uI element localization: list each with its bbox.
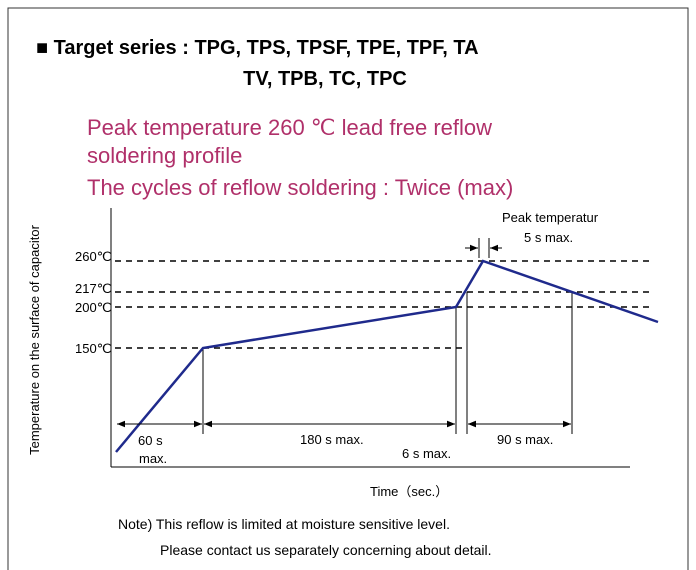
temp-label: 217℃ bbox=[75, 281, 111, 296]
y-axis-label: Temperature on the surface of capacitor bbox=[27, 224, 42, 454]
temp-label: 150℃ bbox=[75, 341, 111, 356]
temp-label: 200℃ bbox=[75, 300, 111, 315]
x-axis-label: Time（sec.） bbox=[370, 484, 448, 499]
note: Note) This reflow is limited at moisture… bbox=[118, 516, 450, 532]
duration-label: 6 s max. bbox=[402, 446, 451, 461]
frame bbox=[7, 7, 689, 570]
title: ■ Target series : TPG, TPS, TPSF, TPE, T… bbox=[36, 37, 479, 59]
duration-label: 60 s bbox=[138, 433, 163, 448]
peak-label: 5 s max. bbox=[524, 230, 573, 245]
subtitle: soldering profile bbox=[87, 143, 242, 168]
duration-label: max. bbox=[139, 451, 167, 466]
title: TV, TPB, TC, TPC bbox=[243, 68, 407, 90]
duration-label: 180 s max. bbox=[300, 432, 364, 447]
profile-line bbox=[115, 259, 659, 453]
note: Please contact us separately concerning … bbox=[160, 542, 492, 558]
subtitle: Peak temperature 260 ℃ lead free reflow bbox=[87, 115, 492, 140]
peak-label: Peak temperatur bbox=[502, 210, 599, 225]
subtitle: The cycles of reflow soldering : Twice (… bbox=[87, 175, 513, 200]
duration-label: 90 s max. bbox=[497, 432, 553, 447]
temp-label: 260℃ bbox=[75, 249, 111, 264]
